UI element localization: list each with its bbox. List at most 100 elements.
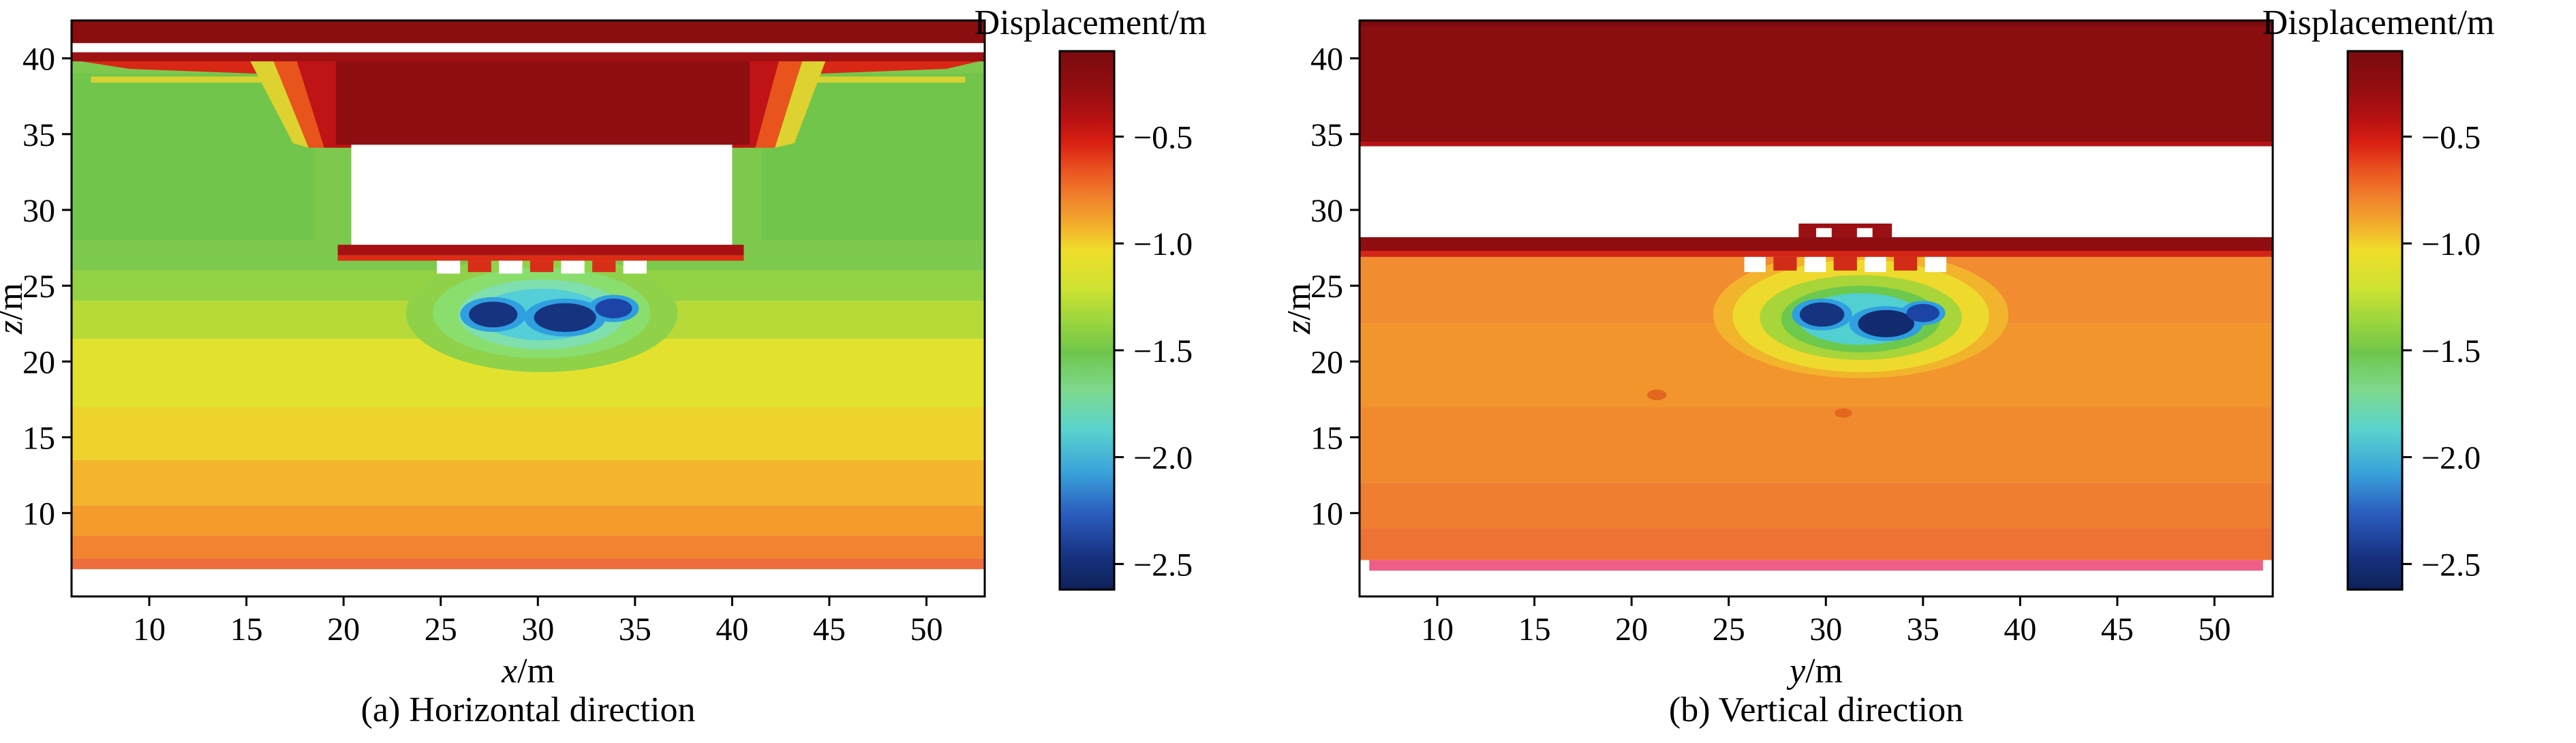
- field-region: [337, 245, 744, 256]
- plot-border: [70, 19, 986, 598]
- x-tick-label: 30: [521, 611, 554, 648]
- field-region: [72, 505, 985, 536]
- field-region: [1858, 309, 1914, 337]
- field-region: [1925, 256, 1947, 273]
- colorbar-tick-label: −1.5: [2421, 333, 2481, 369]
- field-region: [1865, 256, 1886, 273]
- field-region: [337, 255, 744, 261]
- caption-a: (a) Horizontal direction: [361, 691, 696, 729]
- z-tick-label: 30: [1310, 193, 1343, 229]
- figure-b: Displacement/m (b) Vertical direction 10…: [1288, 0, 2576, 743]
- colorbar-title: Displacement/m: [974, 3, 1207, 42]
- field-region: [437, 260, 461, 274]
- x-tick-label: 15: [1518, 611, 1551, 648]
- x-tick-label: 35: [619, 611, 651, 648]
- field-region: [595, 299, 632, 318]
- figure-a: Displacement/m (a) Horizontal direction …: [0, 3, 1207, 729]
- field-region: [1360, 483, 2273, 528]
- field-region: [1369, 560, 2263, 571]
- chart-b-svg: 10 15 20 25 30 35 40 45 50 10 15 20 25 30 35 40 y/m z/m −0…: [1288, 19, 2481, 691]
- field-region: [530, 260, 554, 273]
- z-tick-label: 40: [1310, 42, 1343, 78]
- x-tick-label: 35: [1907, 611, 1939, 648]
- colorbar-tick-label: −0.5: [1133, 119, 1193, 155]
- field-region: [72, 536, 985, 559]
- field-region: [91, 76, 324, 83]
- field-region: [72, 20, 985, 44]
- x-tick-label: 15: [230, 611, 263, 648]
- heatmap-field: [1360, 20, 2273, 571]
- field-region: [534, 303, 596, 332]
- colorbar-tick-label: −2.0: [1133, 440, 1193, 476]
- field-region: [1360, 528, 2273, 560]
- x-axis-label: y/m: [1786, 652, 1843, 691]
- x-tick-label: 45: [813, 611, 846, 648]
- field-region: [1799, 302, 1845, 327]
- field-region: [469, 301, 518, 328]
- heatmap-field: [72, 20, 985, 569]
- field-region: [499, 260, 523, 274]
- x-tick-label: 10: [1421, 611, 1454, 648]
- field-region: [1360, 20, 2273, 147]
- field-region: [250, 61, 309, 148]
- x-tick-label: 50: [2198, 611, 2230, 648]
- field-region: [1360, 407, 2273, 483]
- z-tick-label: 35: [1310, 117, 1343, 153]
- x-tick-label: 40: [716, 611, 748, 648]
- colorbar-tick-label: −1.0: [1133, 226, 1193, 262]
- field-region: [1906, 303, 1940, 322]
- field-region: [273, 61, 324, 148]
- z-tick-label: 30: [22, 193, 55, 229]
- field-region: [1894, 256, 1918, 271]
- colorbar-tick-label: −1.5: [1133, 333, 1193, 369]
- z-tick-label: 20: [22, 344, 55, 380]
- z-tick-label: 25: [1310, 269, 1343, 305]
- field-region: [751, 76, 966, 83]
- x-tick-label: 25: [1713, 611, 1745, 648]
- colorbar-tick-label: −0.5: [2421, 119, 2481, 155]
- x-axis-label: x/m: [501, 652, 555, 691]
- z-tick-label: 10: [22, 496, 55, 532]
- field-region: [1360, 20, 2273, 27]
- field-region: [1744, 256, 1766, 273]
- field-region: [1835, 408, 1852, 418]
- z-tick-label: 35: [22, 117, 55, 153]
- chart-a-svg: 10 15 20 25 30 35 40 45 50 10 15 20 25 30 35 40 x/m z/m −0…: [0, 19, 1193, 691]
- field-region: [1360, 141, 2273, 147]
- z-tick-label: 15: [22, 421, 55, 457]
- x-tick-label: 45: [2101, 611, 2134, 648]
- field-region: [72, 52, 985, 62]
- z-tick-label: 40: [22, 42, 55, 78]
- z-axis-label: z/m: [1288, 283, 1318, 335]
- colorbar-tick-label: −1.0: [2421, 226, 2481, 262]
- z-axis-label: z/m: [0, 283, 30, 335]
- field-region: [72, 558, 985, 569]
- colorbar: [1058, 50, 1116, 591]
- field-region: [467, 260, 491, 273]
- field-region: [1816, 228, 1832, 237]
- colorbar-tick-label: −2.5: [1133, 547, 1193, 583]
- field-region: [72, 459, 985, 506]
- field-region: [1804, 256, 1826, 273]
- x-tick-label: 20: [1615, 611, 1648, 648]
- field-region: [351, 145, 733, 245]
- x-tick-label: 10: [133, 611, 166, 648]
- field-region: [1798, 223, 1892, 237]
- colorbar-tick-label: −2.0: [2421, 440, 2481, 476]
- field-region: [1773, 256, 1797, 271]
- field-region: [755, 61, 802, 148]
- x-tick-label: 30: [1809, 611, 1842, 648]
- field-region: [561, 260, 585, 274]
- field-region: [72, 43, 985, 52]
- field-region: [623, 260, 647, 274]
- caption-b: (b) Vertical direction: [1668, 691, 1964, 729]
- field-region: [1833, 256, 1857, 271]
- colorbar: [2346, 50, 2404, 591]
- colorbar-tick-label: −2.5: [2421, 547, 2481, 583]
- field-region: [775, 61, 826, 148]
- plot-border: [1358, 19, 2274, 598]
- z-tick-label: 10: [1310, 496, 1343, 532]
- field-region: [1646, 389, 1667, 401]
- x-tick-label: 50: [910, 611, 942, 648]
- x-tick-label: 20: [327, 611, 360, 648]
